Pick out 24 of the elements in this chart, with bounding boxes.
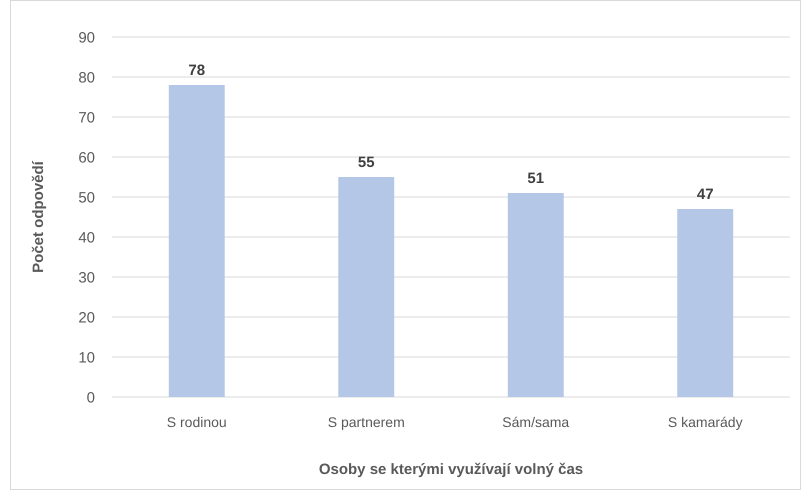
x-axis-title: Osoby se kterými využívají volný čas [318,461,584,478]
x-tick-label: Sám/sama [502,414,570,430]
data-label: 51 [527,170,544,187]
x-tick-label: S partnerem [328,414,405,430]
y-tick-label: 30 [78,269,95,286]
bar [677,209,734,397]
data-label: 47 [696,186,714,203]
data-label: 55 [358,154,375,171]
y-tick-label: 0 [86,389,95,406]
bar [168,85,225,397]
y-tick-label: 80 [78,69,95,86]
y-tick-label: 50 [78,189,95,206]
y-axis-title: Počet odpovědí [30,160,47,273]
y-tick-label: 60 [78,149,95,166]
y-tick-label: 90 [78,29,95,46]
y-tick-label: 20 [78,309,95,326]
x-tick-label: S kamarády [668,414,743,430]
bar [508,193,564,397]
x-tick-label: S rodinou [166,414,227,430]
y-tick-label: 10 [78,349,95,366]
y-tick-label: 40 [78,229,95,246]
data-label: 78 [188,62,206,79]
bar [338,177,394,397]
y-tick-label: 70 [78,109,95,126]
